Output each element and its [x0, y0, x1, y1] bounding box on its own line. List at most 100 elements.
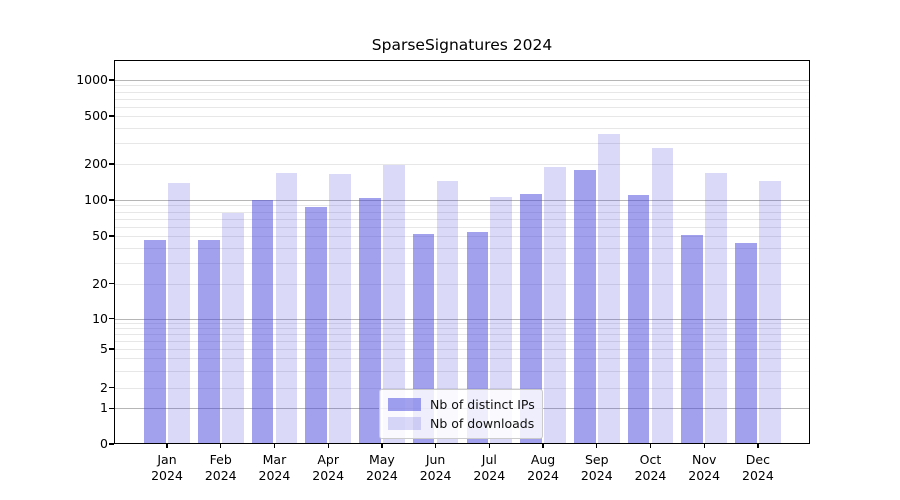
gridline-minor-90 [114, 205, 810, 207]
bar-distinct-ips-oct [627, 195, 650, 444]
bar-downloads-may [383, 165, 405, 444]
gridline-minor-60 [114, 226, 810, 228]
y-tick-mark-2 [109, 387, 114, 389]
bar-downloads-dec [759, 180, 781, 444]
x-tick-mark-jun [434, 444, 437, 448]
bar-downloads-jan [168, 182, 190, 444]
bar-distinct-ips-dec [735, 242, 757, 444]
y-tick-mark-50 [109, 235, 114, 237]
y-tick-mark-5 [109, 348, 114, 350]
bar-downloads-nov [705, 172, 727, 444]
gridline-minor-4 [114, 358, 810, 360]
bar-distinct-ips-jan [144, 240, 166, 444]
gridline-minor-30 [114, 262, 810, 264]
gridline-minor-7 [114, 334, 810, 336]
y-tick-mark-1 [109, 407, 114, 409]
y-tick-mark-100 [109, 199, 114, 201]
gridline-minor-8 [114, 328, 810, 330]
y-tick-label-10: 10 [92, 310, 108, 326]
legend: Nb of distinct IPs Nb of downloads [379, 389, 543, 439]
legend-label-distinct-ips: Nb of distinct IPs [430, 397, 535, 412]
bar-distinct-ips-nov [681, 234, 704, 444]
chart-title: SparseSignatures 2024 [371, 36, 553, 54]
x-tick-mark-aug [542, 444, 544, 448]
gridline-minor-6 [114, 341, 810, 343]
x-tick-mark-feb [220, 444, 222, 448]
gridline-major-100 [114, 200, 810, 201]
x-tick-label-aug: Aug 2024 [527, 452, 559, 483]
x-tick-label-sep: Sep 2024 [580, 452, 613, 483]
x-tick-mark-sep [596, 444, 598, 448]
bar-downloads-sep [597, 134, 620, 444]
gridline-minor-70 [114, 218, 810, 220]
y-tick-label-1: 1 [100, 400, 108, 416]
y-tick-label-50: 50 [92, 227, 108, 243]
bar-distinct-ips-sep [573, 170, 596, 444]
gridline-minor-3 [114, 370, 810, 372]
y-tick-label-1000: 1000 [76, 71, 108, 87]
y-tick-label-2: 2 [100, 379, 108, 395]
bar-downloads-feb [221, 212, 244, 444]
bar-distinct-ips-aug [520, 194, 542, 444]
legend-swatch-downloads [388, 417, 421, 430]
gridline-minor-50 [114, 236, 810, 237]
y-tick-label-5: 5 [100, 340, 108, 356]
gridline-minor-20 [114, 283, 810, 285]
y-tick-mark-20 [109, 283, 114, 285]
y-tick-mark-500 [109, 115, 114, 117]
y-tick-label-500: 500 [84, 107, 108, 123]
gridline-major-1000 [114, 80, 810, 81]
x-tick-label-apr: Apr 2024 [312, 452, 345, 483]
bar-downloads-jun [436, 180, 459, 444]
y-tick-mark-0 [109, 443, 114, 445]
gridline-minor-800 [114, 91, 810, 93]
x-tick-mark-apr [327, 444, 329, 448]
bar-distinct-ips-feb [197, 240, 220, 444]
x-tick-mark-nov [703, 444, 705, 448]
x-tick-label-feb: Feb 2024 [204, 452, 237, 483]
x-tick-label-jan: Jan 2024 [151, 452, 183, 483]
gridline-minor-2 [114, 387, 810, 389]
gridline-major-10 [114, 318, 810, 320]
legend-label-downloads: Nb of downloads [430, 416, 535, 431]
x-tick-mark-jul [488, 444, 490, 448]
gridline-minor-9 [114, 323, 810, 325]
gridline-minor-300 [114, 142, 810, 144]
x-tick-label-jul: Jul 2024 [473, 452, 506, 483]
bar-downloads-jul [490, 197, 513, 444]
bar-distinct-ips-mar [251, 200, 274, 444]
gridline-minor-900 [114, 85, 810, 87]
gridline-minor-400 [114, 127, 810, 129]
legend-swatch-distinct-ips [388, 398, 421, 411]
x-tick-mark-may [381, 444, 383, 448]
y-tick-mark-10 [109, 318, 114, 320]
gridline-minor-5 [114, 349, 810, 350]
x-tick-mark-dec [757, 444, 759, 448]
gridline-minor-500 [114, 116, 810, 117]
x-tick-label-mar: Mar 2024 [258, 452, 291, 483]
x-tick-mark-mar [273, 444, 276, 448]
gridline-minor-200 [114, 164, 810, 165]
legend-item-distinct-ips: Nb of distinct IPs [388, 395, 535, 414]
y-tick-label-200: 200 [84, 155, 108, 171]
y-tick-mark-200 [109, 163, 114, 165]
x-tick-label-oct: Oct 2024 [634, 452, 667, 483]
x-tick-label-jun: Jun 2024 [419, 452, 452, 483]
gridline-minor-600 [114, 106, 810, 108]
plot-area [114, 60, 810, 444]
bar-downloads-apr [329, 173, 351, 444]
x-tick-label-nov: Nov 2024 [688, 452, 721, 483]
bar-distinct-ips-may [359, 198, 381, 444]
x-tick-mark-jan [166, 444, 168, 448]
gridline-minor-40 [114, 247, 810, 249]
x-tick-mark-oct [649, 444, 652, 448]
y-tick-label-0: 0 [100, 435, 108, 451]
bar-downloads-mar [275, 173, 298, 444]
x-tick-label-dec: Dec 2024 [742, 452, 774, 483]
gridline-minor-80 [114, 211, 810, 213]
legend-item-downloads: Nb of downloads [388, 414, 535, 433]
bar-distinct-ips-apr [305, 206, 327, 444]
y-tick-mark-1000 [109, 79, 114, 81]
bar-downloads-oct [651, 148, 674, 444]
